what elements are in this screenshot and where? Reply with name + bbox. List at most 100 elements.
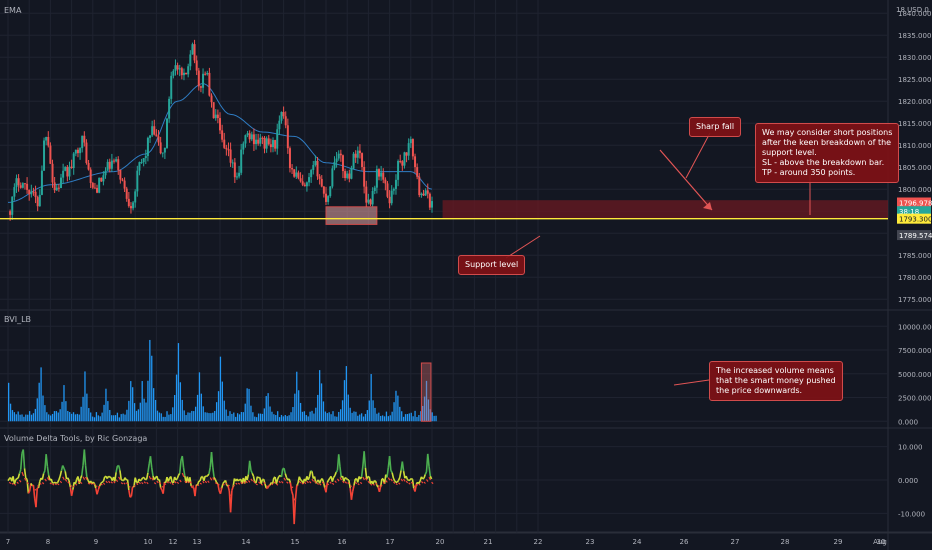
volume-bar (248, 388, 250, 422)
delta-tick-label: -10.000 (898, 510, 925, 518)
volume-bar (51, 413, 54, 422)
delta-segment (286, 481, 289, 484)
volume-bar (185, 415, 187, 422)
delta-segment (408, 482, 411, 485)
candle-body (138, 162, 141, 171)
delta-segment (382, 481, 386, 485)
candle-body (227, 149, 230, 151)
volume-note-line: The increased volume means (716, 366, 834, 375)
delta-segment (167, 477, 171, 482)
delta-segment (418, 480, 421, 485)
delta-segment (153, 482, 157, 485)
candle-body (420, 193, 423, 196)
candle-body (337, 153, 340, 159)
delta-segment (253, 480, 256, 484)
candle-body (392, 188, 395, 191)
candle-body (76, 149, 79, 154)
delta-segment (118, 476, 121, 480)
volume-bar (42, 395, 44, 422)
volume-bar (97, 415, 99, 422)
delta-segment (298, 480, 302, 484)
candle-body (346, 173, 349, 179)
candle-body (286, 125, 289, 149)
volume-bar (393, 402, 395, 422)
candle-body (26, 183, 29, 190)
time-tick-label: 28 (781, 538, 790, 546)
time-tick-label: 12 (169, 538, 178, 546)
delta-segment (263, 481, 266, 485)
delta-segment (377, 485, 380, 487)
delta-segment (348, 479, 351, 489)
candle-body (117, 159, 120, 170)
volume-bar (194, 406, 197, 422)
time-tick-label: 30 (877, 538, 886, 546)
candle-body (57, 187, 60, 189)
volume-bar (376, 413, 378, 422)
candle-body (28, 189, 31, 195)
delta-segment (392, 481, 396, 484)
delta-segment (311, 471, 315, 479)
delta-segment (300, 479, 303, 482)
candle-body (390, 190, 393, 204)
volume-bar (70, 413, 73, 422)
delta-segment (216, 481, 219, 485)
time-tick-label: 10 (144, 538, 153, 546)
candle-body (151, 126, 154, 136)
volume-bar (107, 401, 109, 422)
delta-segment (158, 482, 162, 485)
delta-segment (64, 478, 68, 482)
delta-segment (342, 480, 345, 484)
candle-body (322, 186, 325, 194)
volume-bar (319, 370, 321, 422)
delta-segment (418, 483, 421, 486)
candle-body (166, 118, 168, 148)
volume-tick-label: 5000.000 (898, 371, 931, 379)
delta-segment (169, 481, 172, 484)
delta-segment (362, 476, 365, 481)
volume-bar (67, 410, 69, 422)
volume-bar (65, 401, 67, 422)
volume-bar (173, 395, 176, 422)
delta-segment (63, 467, 66, 472)
delta-segment (100, 483, 103, 486)
candle-body (144, 156, 147, 159)
candle-body (394, 179, 397, 189)
candle-body (431, 201, 433, 208)
delta-segment (105, 480, 108, 484)
candle-body (174, 65, 177, 71)
volume-bar (370, 374, 372, 422)
delta-segment (175, 478, 178, 481)
volume-bar (231, 413, 233, 422)
candle-body (263, 137, 266, 149)
volume-bar (387, 416, 389, 422)
volume-bar (322, 401, 325, 422)
delta-segment (190, 485, 194, 489)
candle-body (45, 136, 48, 141)
volume-bar (143, 398, 145, 422)
delta-segment (80, 481, 83, 485)
delta-segment (117, 465, 121, 471)
delta-segment (315, 481, 318, 484)
candle-body (325, 193, 327, 202)
delta-segment (18, 469, 22, 474)
delta-segment (92, 482, 96, 486)
delta-segment (326, 479, 330, 483)
candle-body (327, 196, 330, 202)
candle-body (397, 161, 400, 180)
delta-segment (61, 465, 65, 469)
volume-bar (122, 413, 124, 422)
delta-segment (140, 477, 144, 480)
volume-bar (431, 412, 433, 422)
delta-segment (22, 449, 26, 469)
sharp-fall-text: Sharp fall (696, 122, 735, 131)
delta-segment (25, 477, 28, 480)
volume-bar (69, 412, 71, 422)
delta-segment (24, 477, 27, 481)
volume-bar (204, 412, 206, 422)
volume-bar (410, 412, 412, 422)
candle-body (202, 73, 205, 88)
candle-body (110, 160, 113, 169)
delta-segment (353, 478, 357, 486)
delta-segment (54, 481, 57, 484)
